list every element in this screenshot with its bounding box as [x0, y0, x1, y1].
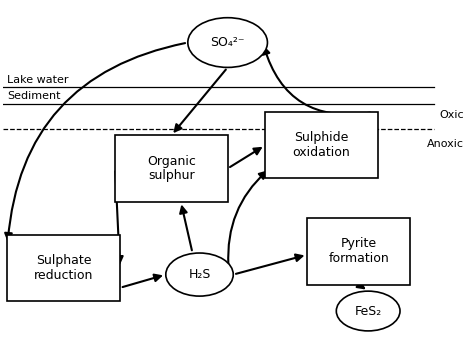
Text: Organic
sulphur: Organic sulphur	[147, 154, 196, 183]
Ellipse shape	[188, 18, 267, 67]
FancyBboxPatch shape	[115, 135, 228, 202]
FancyBboxPatch shape	[265, 112, 377, 179]
FancyBboxPatch shape	[307, 218, 410, 284]
Text: FeS₂: FeS₂	[355, 305, 382, 317]
Text: SO₄²⁻: SO₄²⁻	[210, 36, 245, 49]
Text: Sediment: Sediment	[8, 91, 61, 101]
FancyBboxPatch shape	[8, 235, 120, 301]
Ellipse shape	[166, 253, 233, 296]
Ellipse shape	[337, 291, 400, 331]
Text: Sulphate
reduction: Sulphate reduction	[34, 254, 93, 282]
Text: Pyrite
formation: Pyrite formation	[328, 237, 389, 265]
Text: Anoxic: Anoxic	[427, 139, 464, 149]
Text: H₂S: H₂S	[188, 268, 211, 281]
Text: Oxic: Oxic	[439, 111, 464, 120]
Text: Lake water: Lake water	[8, 74, 69, 85]
Text: Sulphide
oxidation: Sulphide oxidation	[292, 131, 350, 159]
